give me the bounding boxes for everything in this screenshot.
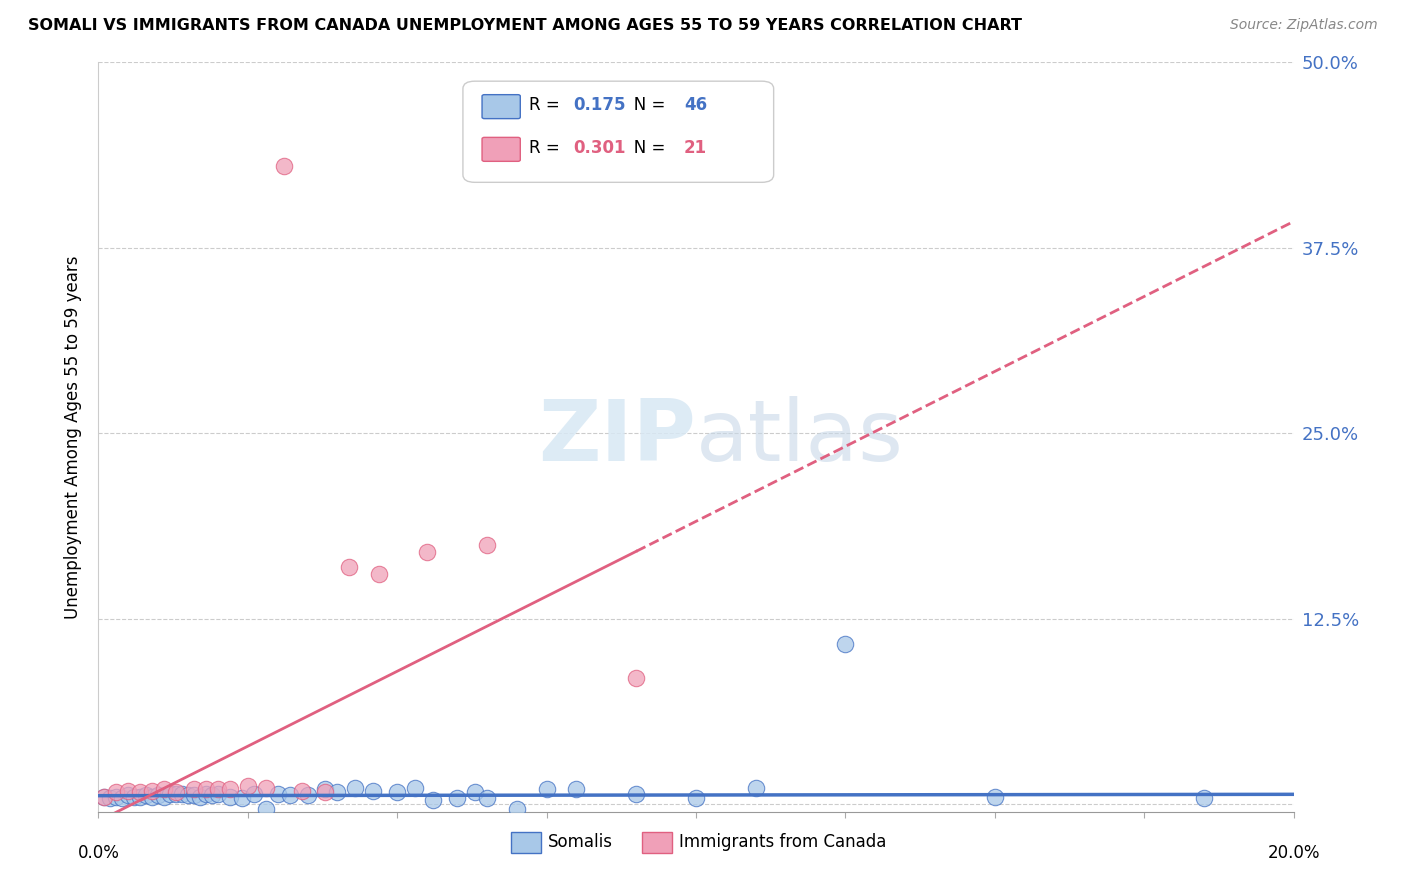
- Point: [368, 567, 391, 582]
- Point: [141, 784, 163, 798]
- Point: [339, 560, 361, 574]
- Point: [129, 789, 152, 804]
- Point: [219, 789, 242, 804]
- Point: [984, 789, 1007, 804]
- Point: [297, 789, 319, 803]
- Point: [326, 785, 349, 799]
- Point: [93, 789, 115, 804]
- FancyBboxPatch shape: [463, 81, 773, 182]
- Point: [195, 787, 218, 801]
- Text: Somalis: Somalis: [548, 833, 613, 852]
- Point: [475, 538, 498, 552]
- FancyBboxPatch shape: [482, 137, 520, 161]
- Point: [129, 785, 152, 799]
- Text: R =: R =: [529, 96, 565, 114]
- Point: [105, 785, 128, 799]
- Point: [159, 787, 181, 801]
- FancyBboxPatch shape: [510, 832, 541, 853]
- Point: [172, 787, 194, 801]
- Point: [464, 785, 486, 799]
- Point: [165, 785, 187, 799]
- Point: [344, 780, 367, 795]
- Point: [506, 802, 529, 816]
- Point: [148, 789, 170, 803]
- Point: [153, 789, 176, 804]
- Text: Immigrants from Canada: Immigrants from Canada: [679, 833, 887, 852]
- Point: [183, 789, 205, 803]
- Point: [177, 789, 200, 803]
- Point: [124, 789, 146, 804]
- Point: [254, 780, 277, 795]
- Text: R =: R =: [529, 139, 565, 157]
- Point: [195, 782, 218, 797]
- Point: [685, 791, 707, 805]
- Point: [536, 782, 558, 797]
- Point: [207, 782, 229, 797]
- Point: [1192, 791, 1215, 805]
- Point: [475, 791, 498, 805]
- Text: SOMALI VS IMMIGRANTS FROM CANADA UNEMPLOYMENT AMONG AGES 55 TO 59 YEARS CORRELAT: SOMALI VS IMMIGRANTS FROM CANADA UNEMPLO…: [28, 18, 1022, 33]
- Point: [315, 785, 337, 799]
- Text: 46: 46: [685, 96, 707, 114]
- Point: [254, 802, 277, 816]
- Text: N =: N =: [619, 139, 671, 157]
- Y-axis label: Unemployment Among Ages 55 to 59 years: Unemployment Among Ages 55 to 59 years: [65, 255, 83, 619]
- Point: [404, 780, 426, 795]
- Point: [422, 793, 444, 807]
- Point: [278, 789, 301, 803]
- Point: [183, 782, 205, 797]
- Text: 0.0%: 0.0%: [77, 845, 120, 863]
- Point: [565, 782, 588, 797]
- Point: [231, 791, 253, 805]
- Point: [111, 791, 134, 805]
- Point: [626, 787, 648, 801]
- Text: 0.301: 0.301: [572, 139, 626, 157]
- Point: [243, 787, 266, 801]
- Text: N =: N =: [619, 96, 671, 114]
- Point: [135, 789, 157, 803]
- Point: [385, 785, 409, 799]
- Point: [291, 784, 314, 798]
- Text: Source: ZipAtlas.com: Source: ZipAtlas.com: [1230, 18, 1378, 32]
- Text: atlas: atlas: [696, 395, 904, 479]
- Point: [236, 780, 259, 794]
- Text: ZIP: ZIP: [538, 395, 696, 479]
- FancyBboxPatch shape: [482, 95, 520, 119]
- Point: [207, 787, 229, 801]
- Point: [267, 787, 290, 801]
- Point: [446, 791, 468, 805]
- Point: [117, 789, 139, 803]
- Point: [165, 787, 187, 801]
- Point: [745, 780, 768, 795]
- Point: [188, 789, 211, 804]
- Text: 0.175: 0.175: [572, 96, 626, 114]
- Point: [153, 782, 176, 797]
- FancyBboxPatch shape: [643, 832, 672, 853]
- Point: [98, 791, 122, 805]
- Point: [93, 789, 115, 804]
- Text: 20.0%: 20.0%: [1267, 845, 1320, 863]
- Point: [834, 637, 856, 651]
- Point: [273, 159, 295, 173]
- Point: [201, 789, 224, 803]
- Point: [416, 545, 439, 559]
- Text: 21: 21: [685, 139, 707, 157]
- Point: [105, 789, 128, 804]
- Point: [626, 671, 648, 685]
- Point: [219, 782, 242, 797]
- Point: [363, 784, 385, 798]
- Point: [141, 789, 163, 804]
- Point: [117, 784, 139, 798]
- Point: [315, 782, 337, 797]
